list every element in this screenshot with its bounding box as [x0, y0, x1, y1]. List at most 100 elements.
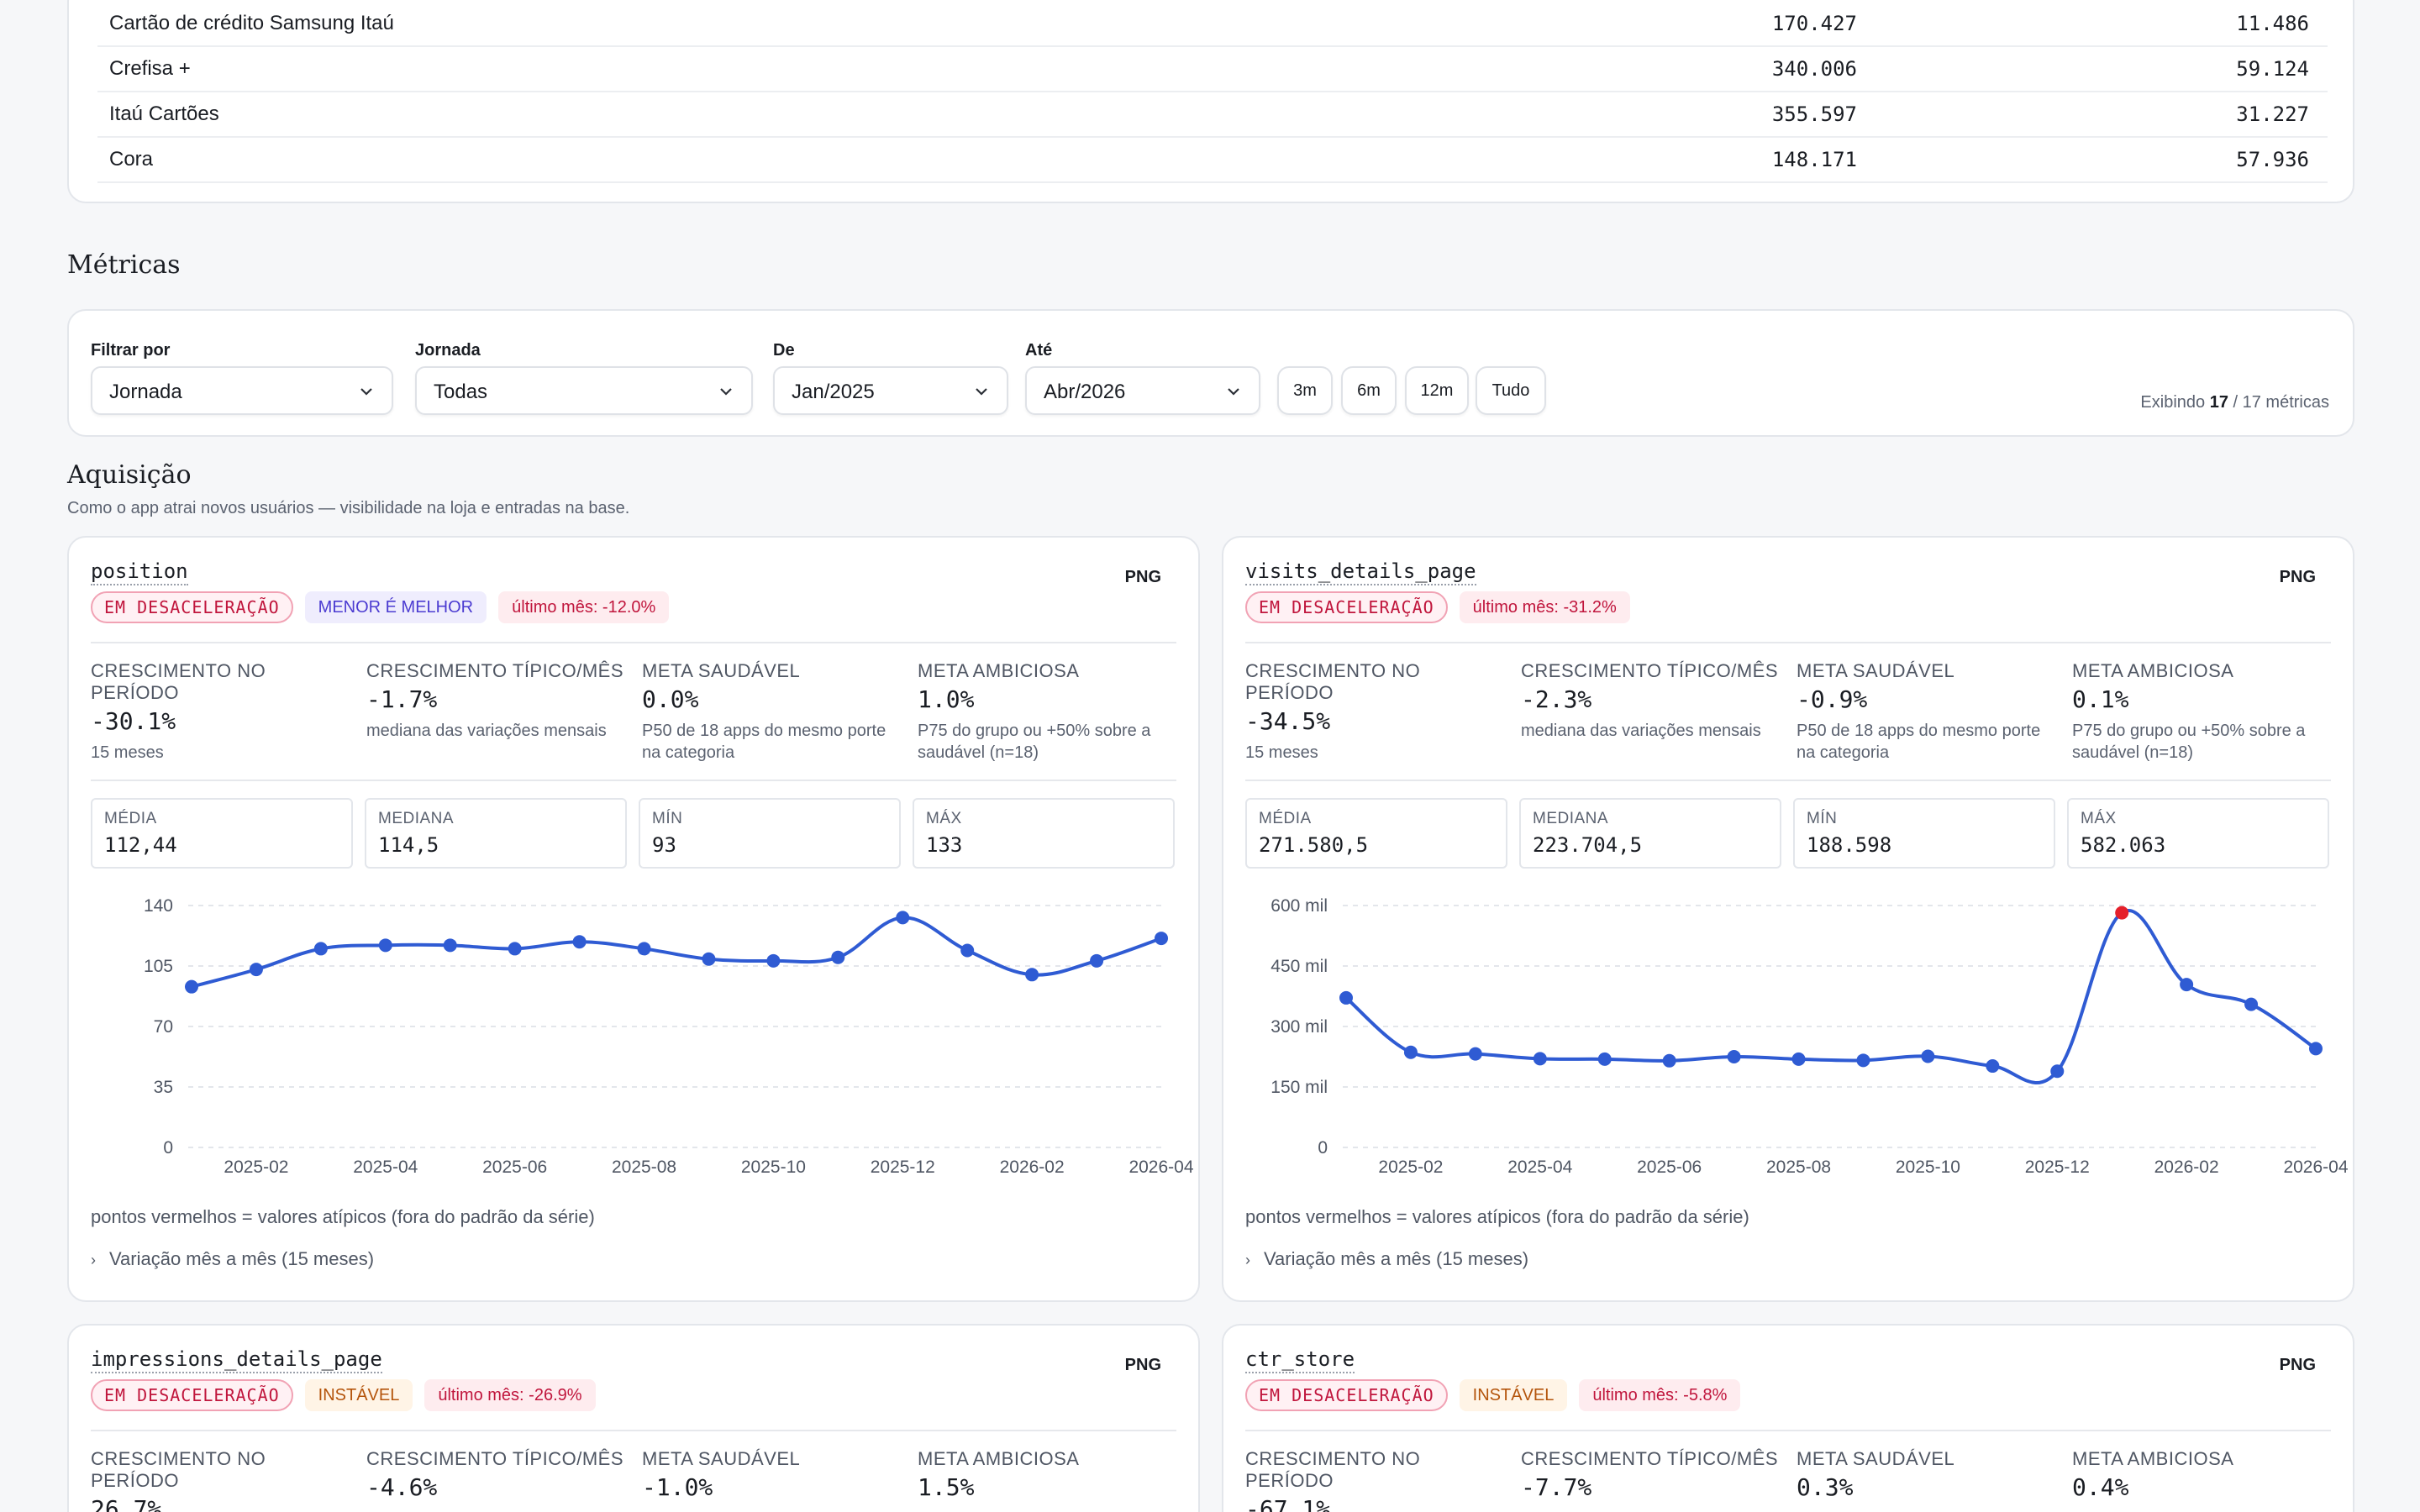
jornada-value: Todas: [434, 381, 488, 403]
metrics-title: Métricas: [67, 250, 181, 280]
box-label: MÉDIA: [1259, 810, 1312, 827]
outlier-point[interactable]: [2115, 906, 2129, 920]
value-2: 11.486: [2236, 12, 2309, 35]
variacao-toggle[interactable]: › Variação mês a mês (15 meses): [91, 1248, 374, 1270]
stat-crescimento-periodo: CRESCIMENTO NO PERÍODO 26.7%: [91, 1448, 356, 1512]
x-tick-label: 2025-12: [2025, 1158, 2090, 1177]
variacao-toggle[interactable]: › Variação mês a mês (15 meses): [1245, 1248, 1528, 1270]
png-export-button[interactable]: PNG: [1124, 1356, 1161, 1374]
data-point[interactable]: [1090, 953, 1104, 968]
data-point[interactable]: [1025, 968, 1039, 982]
exibindo-shown: 17: [2209, 393, 2228, 412]
stat-label: CRESCIMENTO TÍPICO/MÊS: [366, 660, 624, 681]
stat-value: -1.7%: [366, 685, 438, 713]
chevron-down-icon: [360, 388, 372, 396]
y-tick-label: 0: [1318, 1138, 1328, 1158]
last-month-badge: último mês: -31.2%: [1459, 591, 1630, 623]
de-select[interactable]: Jan/2025: [773, 366, 1008, 415]
divider: [1245, 780, 2331, 781]
data-point[interactable]: [896, 911, 910, 925]
y-tick-label: 0: [163, 1138, 173, 1158]
data-point[interactable]: [2309, 1042, 2323, 1056]
stat-label: CRESCIMENTO NO PERÍODO: [1245, 1448, 1421, 1491]
metric-name[interactable]: position: [91, 559, 188, 585]
data-point[interactable]: [508, 942, 522, 956]
stat-value: -1.0%: [642, 1473, 713, 1501]
data-point[interactable]: [249, 963, 263, 977]
data-point[interactable]: [1856, 1053, 1870, 1068]
jornada-label: Jornada: [415, 341, 481, 360]
exibindo-prefix: Exibindo: [2140, 393, 2206, 412]
chart-footnote: pontos vermelhos = valores atípicos (for…: [91, 1206, 595, 1227]
chevron-down-icon: [720, 388, 732, 396]
range-12m-button[interactable]: 12m: [1405, 366, 1469, 415]
metric-name[interactable]: impressions_details_page: [91, 1347, 382, 1373]
divider: [91, 642, 1176, 643]
metric-name[interactable]: visits_details_page: [1245, 559, 1476, 585]
data-point[interactable]: [378, 938, 392, 953]
filtrar-select[interactable]: Jornada: [91, 366, 393, 415]
data-point[interactable]: [1662, 1053, 1676, 1068]
data-point[interactable]: [960, 943, 975, 958]
stat-label: CRESCIMENTO NO PERÍODO: [1245, 660, 1421, 703]
data-point[interactable]: [1339, 990, 1353, 1005]
data-point[interactable]: [313, 942, 328, 956]
data-point[interactable]: [766, 953, 781, 968]
box-value: 112,44: [104, 833, 177, 857]
variacao-label: Variação mês a mês (15 meses): [109, 1248, 375, 1269]
box-label: MÁX: [926, 810, 962, 827]
data-point[interactable]: [2180, 978, 2194, 992]
data-point[interactable]: [1921, 1049, 1935, 1063]
data-point[interactable]: [702, 952, 716, 966]
chevron-down-icon: [976, 388, 987, 396]
divider: [1245, 1430, 2331, 1431]
metric-card-position: position PNG EM DESACELERAÇÃO MENOR É ME…: [67, 536, 1200, 1302]
value-1: 355.597: [1771, 102, 1857, 126]
data-point[interactable]: [1155, 932, 1168, 946]
data-point[interactable]: [1727, 1050, 1741, 1063]
app-name: Cora: [109, 148, 154, 171]
table-row: Itaú Cartões 355.597 31.227: [97, 92, 2328, 138]
data-point[interactable]: [2050, 1064, 2065, 1079]
png-export-button[interactable]: PNG: [2279, 1356, 2316, 1374]
data-point[interactable]: [1986, 1059, 2000, 1074]
data-point[interactable]: [185, 979, 198, 994]
data-point[interactable]: [1597, 1052, 1612, 1066]
data-point[interactable]: [2244, 997, 2259, 1011]
data-point[interactable]: [637, 942, 651, 956]
section-title: Aquisição: [67, 460, 192, 490]
stat-label: META AMBICIOSA: [2072, 1448, 2234, 1469]
box-max: MÁX 582.063: [2067, 798, 2329, 869]
stat-label: META AMBICIOSA: [918, 1448, 1080, 1469]
jornada-select[interactable]: Todas: [415, 366, 753, 415]
stat-label: META AMBICIOSA: [918, 660, 1080, 681]
range-3m-button[interactable]: 3m: [1277, 366, 1333, 415]
data-point[interactable]: [443, 938, 457, 953]
table-row: Cora 148.171 57.936: [97, 138, 2328, 183]
range-6m-button[interactable]: 6m: [1341, 366, 1397, 415]
box-value: 223.704,5: [1533, 833, 1643, 857]
box-mediana: MEDIANA 114,5: [365, 798, 627, 869]
data-point[interactable]: [831, 950, 845, 964]
chart-footnote: pontos vermelhos = valores atípicos (for…: [1245, 1206, 1749, 1227]
last-month-badge: último mês: -12.0%: [498, 591, 670, 623]
chevron-right-icon: ›: [1245, 1252, 1250, 1268]
de-value: Jan/2025: [792, 381, 875, 403]
data-point[interactable]: [1403, 1045, 1418, 1059]
box-value: 582.063: [2081, 833, 2166, 857]
data-point[interactable]: [1468, 1047, 1482, 1061]
stat-meta-ambiciosa: META AMBICIOSA 1.5%: [918, 1448, 1183, 1501]
stat-value: -4.6%: [366, 1473, 438, 1501]
ate-select[interactable]: Abr/2026: [1025, 366, 1260, 415]
decel-badge: EM DESACELERAÇÃO: [91, 1379, 293, 1411]
metric-name[interactable]: ctr_store: [1245, 1347, 1355, 1373]
png-export-button[interactable]: PNG: [1124, 568, 1161, 586]
range-all-button[interactable]: Tudo: [1476, 366, 1546, 415]
stat-value: 0.1%: [2072, 685, 2129, 713]
stat-label: CRESCIMENTO NO PERÍODO: [91, 1448, 266, 1491]
data-point[interactable]: [1791, 1052, 1806, 1066]
png-export-button[interactable]: PNG: [2279, 568, 2316, 586]
data-point[interactable]: [572, 935, 587, 949]
stat-meta-ambiciosa: META AMBICIOSA 0.4%: [2072, 1448, 2338, 1501]
data-point[interactable]: [1533, 1052, 1547, 1066]
